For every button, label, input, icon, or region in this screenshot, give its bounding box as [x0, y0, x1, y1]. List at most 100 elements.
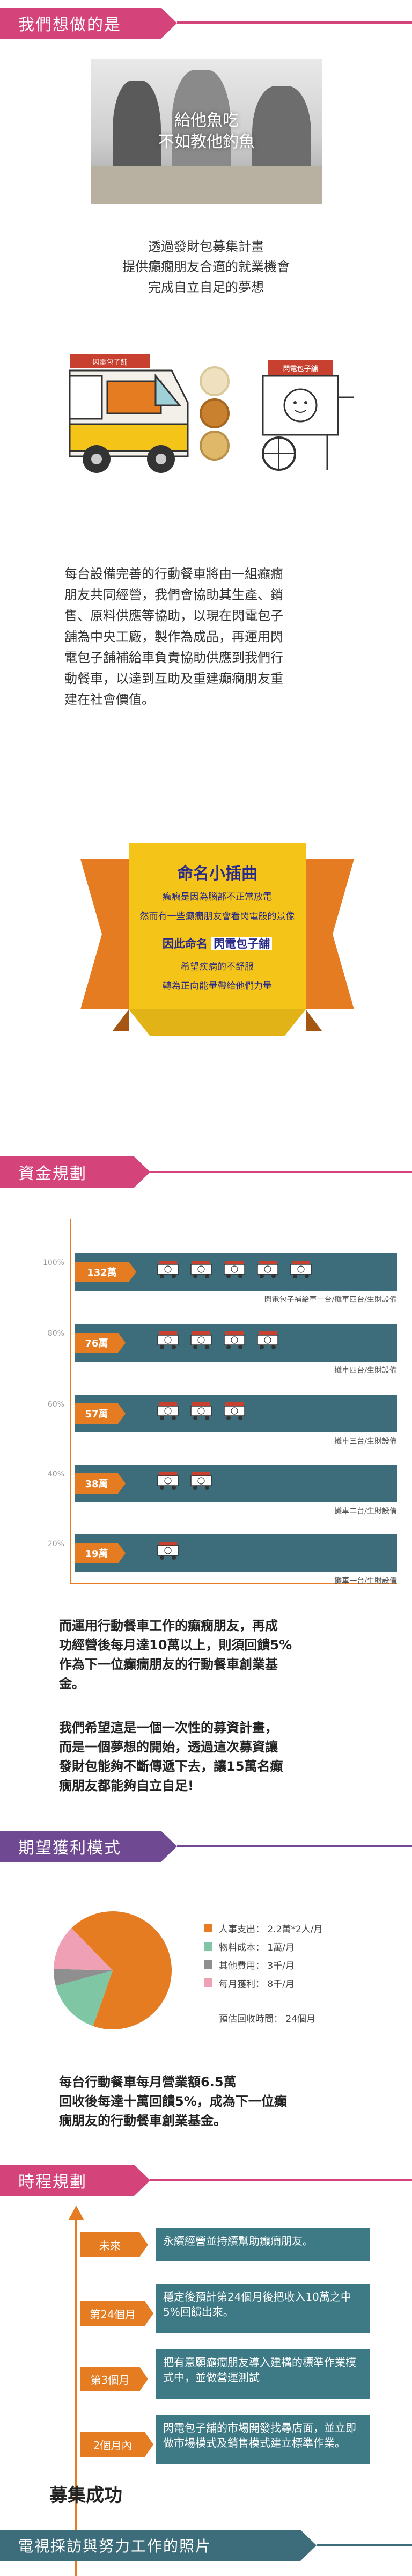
timeline-tag: 第3個月	[80, 2367, 148, 2391]
funding-percent-label: 40%	[47, 1470, 64, 1479]
food-cart-icon	[190, 1402, 212, 1420]
section-title: 我們想做的是	[18, 16, 121, 34]
pie-slice	[54, 1969, 113, 1986]
funding-caption: 閃電包子補給車一台/攤車四台/生財設備	[264, 1296, 397, 1304]
supply-truck-icon	[157, 1261, 179, 1278]
section-title: 時程規劃	[18, 2173, 87, 2192]
legend-swatch	[204, 1960, 212, 1969]
section-header-timeline: 時程規劃	[0, 2165, 150, 2196]
section-title: 期望獲利模式	[18, 1839, 121, 1858]
funding-caption: 攤車三台/生財設備	[334, 1437, 397, 1446]
section-title: 電視採訪與努力工作的照片	[18, 2537, 212, 2555]
food-cart-icon	[190, 1331, 212, 1349]
photo-caption-line2: 不如教他釣魚	[158, 133, 255, 151]
note-title: 命名小插曲	[177, 864, 258, 883]
photo-caption-line1: 給他魚吃	[174, 111, 239, 130]
note-ribbon	[80, 843, 354, 1036]
funding-paragraph-1: 而運用行動餐車工作的癲癇朋友，再成 功經營後每月達10萬以上，則須回饋5% 作為…	[59, 1618, 292, 1691]
funding-x-axis	[70, 1583, 397, 1584]
section-title: 資金規劃	[18, 1165, 87, 1183]
funding-percent-label: 20%	[47, 1540, 64, 1548]
profit-summary: 每台行動餐車每月營業額6.5萬 回收後每達十萬回饋5%，成為下一位癲 癇朋友的行…	[59, 2075, 287, 2128]
volunteer-photo: 給他魚吃 不如教他釣魚	[91, 59, 322, 204]
legend-swatch	[204, 1978, 212, 1987]
payback-period: 預估回收時間： 24個月	[219, 2014, 316, 2025]
note-highlight: 因此命名 閃電包子舖	[135, 935, 299, 951]
funding-amount-tag: 19萬	[75, 1543, 126, 1563]
header-line	[150, 2179, 412, 2181]
header-line	[177, 21, 412, 24]
pie-slice	[71, 1911, 172, 2029]
food-cart-icon	[157, 1331, 179, 1349]
funding-caption: 攤車一台/生財設備	[334, 1577, 397, 1585]
intro-line: 透過發財包募集計畫	[148, 239, 264, 254]
food-cart-icon	[224, 1402, 245, 1420]
header-line	[177, 1845, 412, 1847]
profit-legend: 人事支出： 2.2萬*2人/月 物料成本： 1萬/月 其他費用： 3千/月 每月獲利：…	[204, 1919, 397, 1992]
note-line: 希望疾病的不舒服	[181, 962, 254, 972]
note-line: 轉為正向能量帶給他們力量	[163, 981, 272, 992]
profit-pie-chart	[54, 1911, 172, 2029]
intro-line: 完成自立自足的夢想	[148, 280, 264, 295]
timeline-item: 穩定後預計第24個月後把收入10萬之中5%回饋出來。	[156, 2284, 370, 2333]
funding-amount-tag: 57萬	[75, 1403, 126, 1424]
legend-label: 每月獲利： 8千/月	[219, 1978, 295, 1990]
note-highlight-name: 閃電包子舖	[211, 937, 273, 950]
truck-sign-text: 閃電包子舖	[92, 358, 127, 367]
funding-paragraph-2: 我們希望這是一個一次性的募資計畫， 而是一個夢想的開始，透過這次募資讓 發財包能…	[59, 1720, 283, 1793]
legend-swatch	[204, 1924, 212, 1932]
funding-caption: 攤車四台/生財設備	[334, 1366, 397, 1375]
funding-bar	[75, 1534, 397, 1572]
funding-bar	[75, 1465, 397, 1502]
food-cart-icon	[190, 1261, 212, 1278]
pie-slice	[55, 1970, 113, 2026]
funding-amount-tag: 132萬	[75, 1262, 136, 1282]
cart-sign-text: 閃電包子舖	[283, 365, 318, 373]
note-line: 然而有一些癲癇朋友會看閃電般的景像	[139, 911, 295, 922]
food-cart-icon	[257, 1331, 278, 1349]
funding-caption: 攤車二台/生財設備	[334, 1507, 397, 1516]
header-line	[317, 2544, 412, 2546]
timeline-arrow-icon	[69, 2206, 84, 2220]
food-cart-icon	[157, 1402, 179, 1420]
timeline-tag: 第24個月	[80, 2301, 153, 2326]
legend-item: 物料成本： 1萬/月	[204, 1937, 397, 1955]
legend-item: 每月獲利： 8千/月	[204, 1974, 397, 1992]
food-cart-icon	[290, 1261, 312, 1278]
header-line	[150, 1171, 412, 1173]
timeline-item: 永續經營並持續幫助癲癇朋友。	[156, 2228, 370, 2261]
food-cart-icon	[157, 1472, 179, 1490]
timeline-axis	[75, 2216, 77, 2576]
funding-amount-tag: 76萬	[75, 1333, 126, 1353]
legend-label: 物料成本： 1萬/月	[219, 1942, 295, 1953]
plan-paragraph: 每台設備完善的行動餐車將由一組癲癇 朋友共同經營，我們會協助其生產、銷 售、原料…	[64, 566, 283, 707]
intro-line: 提供癲癇朋友合適的就業機會	[122, 259, 290, 274]
funding-percent-label: 80%	[47, 1329, 64, 1338]
note-line: 癲癇是因為腦部不正常放電	[163, 892, 272, 903]
section-header-photos: 電視採訪與努力工作的照片	[0, 2530, 317, 2561]
timeline-item: 閃電包子舖的市場開發找尋店面，並立即做市場模式及銷售模式建立標準作業。	[156, 2415, 370, 2464]
pie-slice	[54, 1928, 113, 1970]
section-header-goal: 我們想做的是	[0, 8, 177, 39]
note-highlight-prefix: 因此命名	[162, 937, 208, 950]
food-cart-icon	[257, 1261, 278, 1278]
funding-percent-label: 60%	[47, 1400, 64, 1409]
section-header-funding: 資金規劃	[0, 1156, 150, 1188]
intro-text: 透過發財包募集計畫 提供癲癇朋友合適的就業機會 完成自立自足的夢想	[0, 236, 412, 297]
legend-item: 人事支出： 2.2萬*2人/月	[204, 1919, 397, 1937]
food-cart-icon	[224, 1261, 245, 1278]
timeline-tag: 未來	[80, 2232, 148, 2257]
section-header-profit: 期望獲利模式	[0, 1831, 177, 1862]
funding-y-axis	[70, 1219, 71, 1584]
food-cart-icon	[224, 1331, 245, 1349]
funding-percent-label: 100%	[42, 1258, 64, 1267]
legend-swatch	[204, 1942, 212, 1951]
legend-label: 其他費用： 3千/月	[219, 1960, 295, 1971]
food-cart-icon	[157, 1542, 179, 1560]
legend-item: 其他費用： 3千/月	[204, 1955, 397, 1974]
timeline-end-label: 募集成功	[49, 2485, 122, 2506]
timeline-item: 把有意願癲癇朋友導入建構的標準作業模式中，並做營運測試	[156, 2349, 370, 2399]
funding-amount-tag: 38萬	[75, 1473, 126, 1494]
legend-label: 人事支出： 2.2萬*2人/月	[219, 1924, 323, 1935]
food-cart-icon	[190, 1472, 212, 1490]
